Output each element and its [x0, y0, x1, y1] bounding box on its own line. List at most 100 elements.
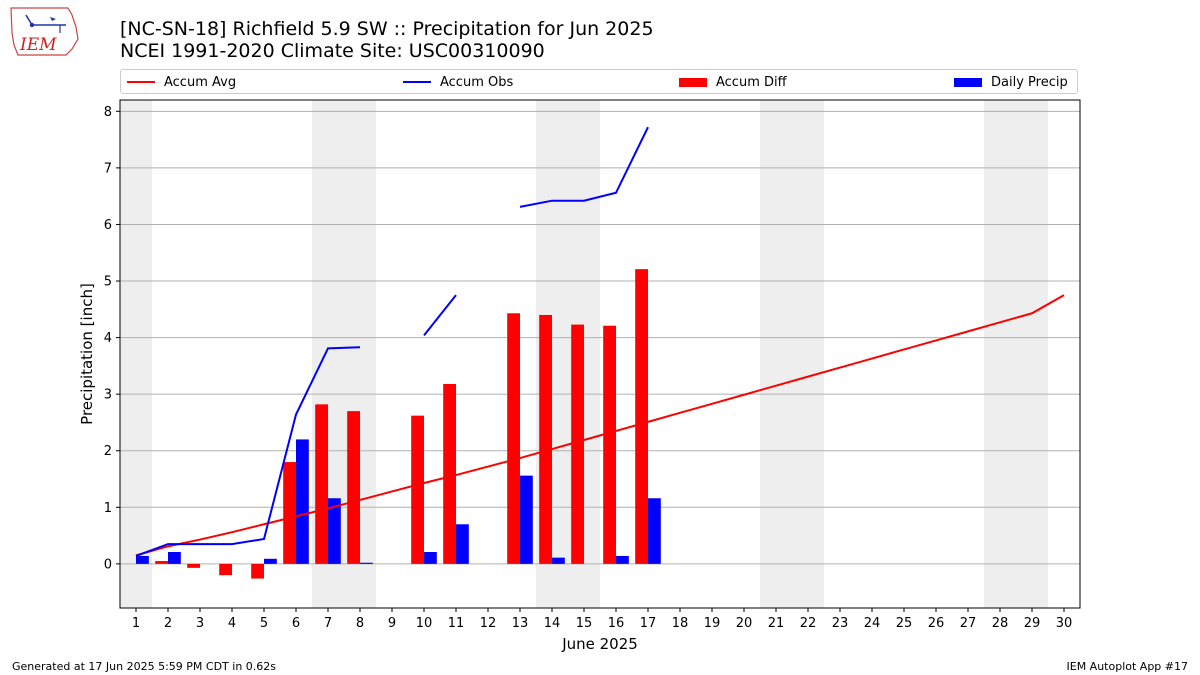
- legend-swatch-accum-obs: [403, 81, 431, 83]
- bar-daily-precip-day-11: [456, 524, 469, 564]
- x-tick-label-13: 13: [512, 616, 529, 631]
- x-tick-label-12: 12: [480, 616, 497, 631]
- line-accum-obs-seg-0: [135, 346, 361, 557]
- bar-accum-diff-day-16: [603, 325, 616, 564]
- bar-daily-precip-day-7: [328, 498, 341, 564]
- bar-daily-precip-day-17: [648, 498, 661, 564]
- x-tick-label-23: 23: [832, 616, 849, 631]
- y-tick-label-7: 7: [104, 161, 112, 176]
- y-tick-label-3: 3: [104, 388, 112, 403]
- x-tick-label-14: 14: [544, 616, 561, 631]
- x-tick-label-16: 16: [608, 616, 625, 631]
- x-tick-label-17: 17: [640, 616, 657, 631]
- bar-accum-diff-day-17: [635, 269, 648, 564]
- x-tick-label-2: 2: [164, 616, 172, 631]
- logo-text: IEM: [19, 35, 57, 55]
- legend-swatch-accum-diff: [679, 77, 707, 87]
- bar-accum-diff-day-11: [443, 383, 456, 564]
- x-tick-label-20: 20: [736, 616, 753, 631]
- x-axis-label: June 2025: [561, 635, 638, 653]
- x-tick-label-19: 19: [704, 616, 721, 631]
- bar-accum-diff-day-5: [251, 563, 264, 579]
- bar-daily-precip-day-5: [264, 558, 277, 564]
- line-marks: [135, 126, 1065, 557]
- x-tick-label-6: 6: [292, 616, 300, 631]
- weekend-band-0: [120, 100, 152, 608]
- bar-daily-precip-day-13: [520, 475, 533, 564]
- x-tick-label-3: 3: [196, 616, 204, 631]
- bar-daily-precip-day-2: [168, 551, 181, 564]
- x-tick-label-15: 15: [576, 616, 593, 631]
- legend-label-accum-obs: Accum Obs: [440, 74, 514, 90]
- x-axis-ticks: 1 2 3 4 5 6 7 8 9 10 11 12 13 14 15 16 17 18 19 20 21 22 23 24 2…: [132, 608, 1072, 631]
- legend-item-accum-obs: Accum Obs: [403, 74, 513, 90]
- legend-item-accum-diff: Accum Diff: [679, 74, 787, 90]
- bar-daily-precip-day-10: [424, 551, 437, 564]
- bar-accum-diff-day-7: [315, 404, 328, 564]
- x-tick-label-8: 8: [356, 616, 364, 631]
- plot-frame: [119, 99, 1081, 609]
- bar-accum-diff-day-15: [571, 324, 584, 564]
- bar-daily-precip-day-16: [616, 555, 629, 564]
- y-tick-label-5: 5: [104, 275, 112, 290]
- weekend-band-4: [984, 100, 1048, 608]
- y-axis-ticks: 0 1 2 3 4 5 6 7 8: [104, 105, 120, 572]
- legend-item-accum-avg: Accum Avg: [127, 74, 236, 90]
- bar-daily-precip-day-1: [136, 555, 149, 564]
- x-tick-label-1: 1: [132, 616, 140, 631]
- x-tick-label-5: 5: [260, 616, 268, 631]
- x-tick-label-22: 22: [800, 616, 817, 631]
- line-accum-obs-seg-2: [519, 126, 649, 208]
- bar-accum-diff-day-3: [187, 563, 200, 568]
- x-tick-label-25: 25: [896, 616, 913, 631]
- y-tick-label-1: 1: [104, 501, 112, 516]
- chart-title: [NC-SN-18] Richfield 5.9 SW :: Precipita…: [120, 18, 654, 40]
- x-tick-label-24: 24: [864, 616, 881, 631]
- x-tick-label-9: 9: [388, 616, 396, 631]
- x-tick-label-7: 7: [324, 616, 332, 631]
- legend-label-daily-precip: Daily Precip: [991, 74, 1068, 90]
- y-tick-label-6: 6: [104, 218, 112, 233]
- iem-logo: IEM: [10, 7, 79, 56]
- x-tick-label-4: 4: [228, 616, 236, 631]
- y-tick-label-2: 2: [104, 444, 112, 459]
- bar-accum-diff-day-10: [411, 415, 424, 564]
- legend-label-accum-diff: Accum Diff: [716, 74, 787, 90]
- bar-accum-diff-day-14: [539, 314, 552, 564]
- footer-generated: Generated at 17 Jun 2025 5:59 PM CDT in …: [12, 660, 277, 673]
- grid-lines: [120, 110, 1080, 565]
- x-tick-label-11: 11: [448, 616, 465, 631]
- bar-accum-diff-day-13: [507, 313, 520, 564]
- bar-accum-diff-day-2: [155, 561, 168, 564]
- y-tick-label-0: 0: [104, 557, 112, 572]
- bar-marks: [136, 269, 661, 579]
- x-tick-label-10: 10: [416, 616, 433, 631]
- legend-swatch-accum-avg: [127, 81, 155, 83]
- y-axis-label: Precipitation [inch]: [78, 283, 96, 425]
- bar-accum-diff-day-4: [219, 563, 232, 576]
- x-tick-label-29: 29: [1024, 616, 1041, 631]
- y-tick-label-8: 8: [104, 105, 112, 120]
- chart-legend: Accum Avg Accum Obs Accum Diff Daily Pre…: [120, 69, 1078, 94]
- bar-daily-precip-day-8: [360, 562, 373, 564]
- chart-subtitle: NCEI 1991-2020 Climate Site: USC00310090: [120, 40, 545, 62]
- legend-swatch-daily-precip: [954, 77, 982, 87]
- y-tick-label-4: 4: [104, 331, 112, 346]
- x-tick-label-21: 21: [768, 616, 785, 631]
- legend-label-accum-avg: Accum Avg: [164, 74, 237, 90]
- line-accum-obs-seg-1: [423, 294, 457, 336]
- line-accum-avg-seg-0: [135, 294, 1065, 557]
- legend-item-daily-precip: Daily Precip: [954, 74, 1068, 90]
- bar-daily-precip-day-14: [552, 557, 565, 564]
- x-tick-label-28: 28: [992, 616, 1009, 631]
- footer-app: IEM Autoplot App #17: [1066, 660, 1189, 673]
- weekend-band-3: [760, 100, 824, 608]
- x-tick-label-18: 18: [672, 616, 689, 631]
- x-tick-label-30: 30: [1056, 616, 1073, 631]
- bar-accum-diff-day-8: [347, 411, 360, 564]
- x-tick-label-27: 27: [960, 616, 977, 631]
- bar-accum-diff-day-6: [283, 462, 296, 564]
- bar-daily-precip-day-6: [296, 439, 309, 564]
- x-tick-label-26: 26: [928, 616, 945, 631]
